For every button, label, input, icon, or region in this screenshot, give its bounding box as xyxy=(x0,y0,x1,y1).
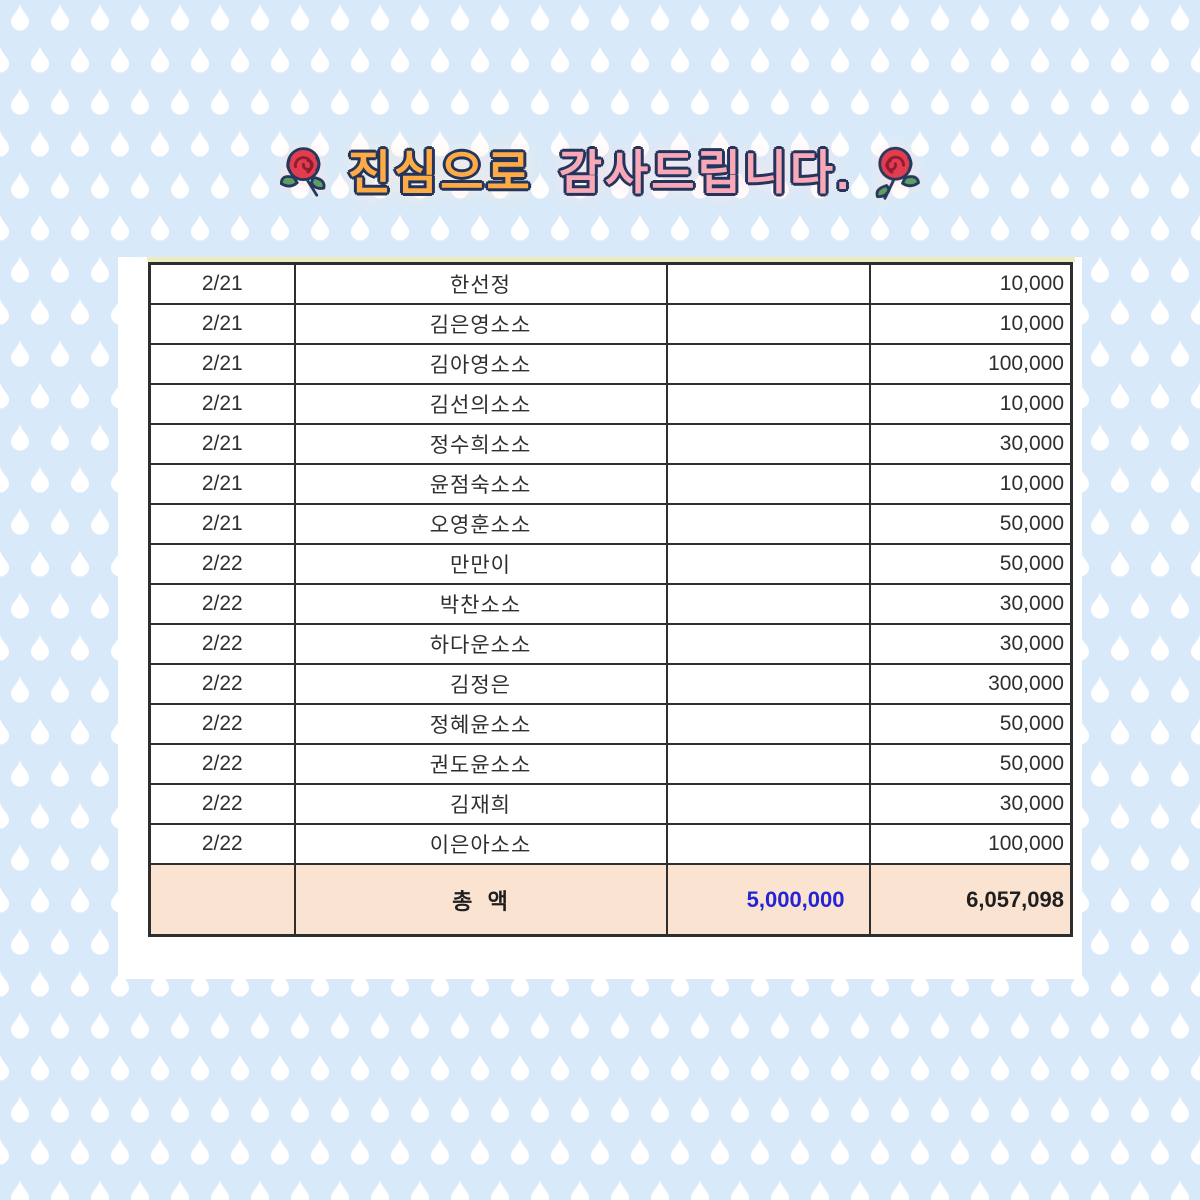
amount-cell: 50,000 xyxy=(868,703,1073,745)
note-cell xyxy=(665,583,871,625)
table-row: 2/22 하다운소소 30,000 xyxy=(148,623,1073,665)
total-label-cell: 총 액 xyxy=(293,863,668,937)
rose-icon xyxy=(875,146,921,200)
amount-cell: 300,000 xyxy=(868,663,1073,705)
amount-cell: 50,000 xyxy=(868,743,1073,785)
date-cell: 2/21 xyxy=(148,262,296,305)
note-cell xyxy=(665,262,871,305)
note-cell xyxy=(665,663,871,705)
amount-cell: 10,000 xyxy=(868,303,1073,345)
date-cell: 2/21 xyxy=(148,383,296,425)
note-cell xyxy=(665,503,871,545)
date-cell: 2/21 xyxy=(148,503,296,545)
date-cell: 2/21 xyxy=(148,423,296,465)
note-cell xyxy=(665,703,871,745)
amount-cell: 50,000 xyxy=(868,503,1073,545)
title-word1: 진심으로 xyxy=(347,146,533,199)
name-cell: 이은아소소 xyxy=(293,823,668,865)
table-row: 2/21 윤점숙소소 10,000 xyxy=(148,463,1073,505)
note-cell xyxy=(665,303,871,345)
amount-cell: 100,000 xyxy=(868,343,1073,385)
date-cell: 2/21 xyxy=(148,303,296,345)
date-cell: 2/21 xyxy=(148,463,296,505)
date-cell: 2/22 xyxy=(148,623,296,665)
donation-table: 2/21 한선정 10,000 2/21 김은영소소 10,000 2/21 김… xyxy=(148,262,1073,937)
name-cell: 김정은 xyxy=(293,663,668,705)
amount-cell: 10,000 xyxy=(868,383,1073,425)
name-cell: 오영훈소소 xyxy=(293,503,668,545)
note-cell xyxy=(665,623,871,665)
rose-icon xyxy=(279,147,326,197)
name-cell: 만만이 xyxy=(293,543,668,585)
name-cell: 김아영소소 xyxy=(293,343,668,385)
amount-cell: 30,000 xyxy=(868,423,1073,465)
total-note-cell: 5,000,000 xyxy=(665,863,871,937)
cutoff-row-strip xyxy=(147,257,1075,262)
note-cell xyxy=(665,823,871,865)
date-cell: 2/22 xyxy=(148,663,296,705)
name-cell: 하다운소소 xyxy=(293,623,668,665)
name-cell: 정수희소소 xyxy=(293,423,668,465)
amount-cell: 10,000 xyxy=(868,463,1073,505)
table-row: 2/21 김아영소소 100,000 xyxy=(148,343,1073,385)
name-cell: 김은영소소 xyxy=(293,303,668,345)
date-cell: 2/22 xyxy=(148,743,296,785)
note-cell xyxy=(665,383,871,425)
total-date-cell xyxy=(148,863,296,937)
amount-cell: 100,000 xyxy=(868,823,1073,865)
name-cell: 김재희 xyxy=(293,783,668,825)
name-cell: 윤점숙소소 xyxy=(293,463,668,505)
name-cell: 정혜윤소소 xyxy=(293,703,668,745)
note-cell xyxy=(665,783,871,825)
table-row: 2/22 박찬소소 30,000 xyxy=(148,583,1073,625)
table-row: 2/21 오영훈소소 50,000 xyxy=(148,503,1073,545)
name-cell: 한선정 xyxy=(293,262,668,305)
date-cell: 2/22 xyxy=(148,583,296,625)
amount-cell: 30,000 xyxy=(868,583,1073,625)
note-cell xyxy=(665,543,871,585)
date-cell: 2/22 xyxy=(148,823,296,865)
table-row: 2/21 김은영소소 10,000 xyxy=(148,303,1073,345)
page-title: 진심으로 감사드립니다. xyxy=(0,128,1200,218)
table-row: 2/22 김재희 30,000 xyxy=(148,783,1073,825)
table-row: 2/22 정혜윤소소 50,000 xyxy=(148,703,1073,745)
amount-cell: 30,000 xyxy=(868,783,1073,825)
table-row: 2/22 권도윤소소 50,000 xyxy=(148,743,1073,785)
table-row: 2/22 김정은 300,000 xyxy=(148,663,1073,705)
note-cell xyxy=(665,423,871,465)
date-cell: 2/22 xyxy=(148,703,296,745)
amount-cell: 50,000 xyxy=(868,543,1073,585)
table-row: 2/22 이은아소소 100,000 xyxy=(148,823,1073,865)
date-cell: 2/22 xyxy=(148,783,296,825)
title-text: 진심으로 감사드립니다. xyxy=(348,128,852,218)
amount-cell: 10,000 xyxy=(868,262,1073,305)
date-cell: 2/21 xyxy=(148,343,296,385)
table-row: 2/21 한선정 10,000 xyxy=(148,262,1073,305)
note-cell xyxy=(665,343,871,385)
date-cell: 2/22 xyxy=(148,543,296,585)
total-row: 총 액 5,000,000 6,057,098 xyxy=(148,863,1073,937)
table-row: 2/22 만만이 50,000 xyxy=(148,543,1073,585)
name-cell: 박찬소소 xyxy=(293,583,668,625)
table-panel: 2/21 한선정 10,000 2/21 김은영소소 10,000 2/21 김… xyxy=(118,257,1082,979)
table-body: 2/21 한선정 10,000 2/21 김은영소소 10,000 2/21 김… xyxy=(148,262,1073,865)
note-cell xyxy=(665,463,871,505)
table-row: 2/21 김선의소소 10,000 xyxy=(148,383,1073,425)
name-cell: 권도윤소소 xyxy=(293,743,668,785)
amount-cell: 30,000 xyxy=(868,623,1073,665)
title-word2: 감사드립니다. xyxy=(558,146,853,199)
table-row: 2/21 정수희소소 30,000 xyxy=(148,423,1073,465)
name-cell: 김선의소소 xyxy=(293,383,668,425)
total-amount-cell: 6,057,098 xyxy=(868,863,1073,937)
note-cell xyxy=(665,743,871,785)
